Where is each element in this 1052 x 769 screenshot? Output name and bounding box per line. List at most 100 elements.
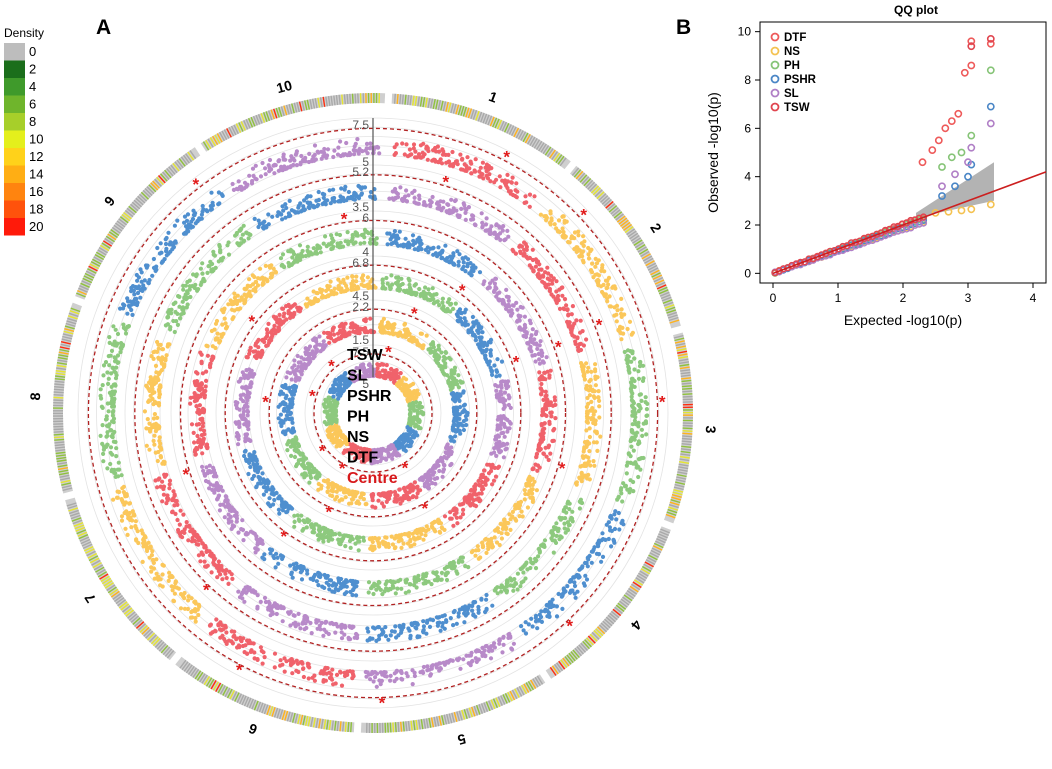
snp-point: [550, 281, 555, 286]
snp-point: [552, 395, 557, 400]
density-tick: [446, 713, 450, 724]
snp-point: [436, 353, 441, 358]
snp-point: [585, 369, 590, 374]
snp-point: [323, 234, 328, 239]
density-tick: [205, 139, 212, 150]
snp-point: [356, 366, 361, 371]
snp-point: [253, 341, 259, 346]
density-tick: [658, 533, 668, 539]
snp-point: [407, 282, 412, 287]
density-tick: [489, 116, 495, 127]
density-tick: [110, 229, 120, 236]
snp-point: [239, 414, 244, 420]
density-tick: [85, 548, 95, 554]
density-tick: [616, 215, 626, 223]
snp-point: [386, 322, 392, 327]
snp-point: [412, 247, 417, 252]
snp-point: [543, 406, 548, 411]
snp-point: [457, 214, 462, 220]
snp-point: [354, 491, 359, 496]
snp-point: [444, 577, 450, 583]
density-tick: [137, 623, 146, 631]
snp-point: [538, 339, 543, 344]
snp-point: [326, 538, 331, 544]
density-tick: [601, 197, 611, 205]
density-tick: [680, 450, 691, 454]
density-tick: [63, 330, 74, 335]
snp-point: [581, 373, 586, 378]
snp-point: [411, 494, 416, 499]
density-tick: [405, 721, 408, 732]
snp-point: [384, 457, 389, 462]
density-tick: [570, 651, 578, 660]
legend-level-label: 16: [29, 184, 43, 199]
snp-point: [333, 418, 338, 423]
density-tick: [473, 705, 479, 716]
snp-point: [515, 307, 520, 312]
density-tick: [212, 681, 220, 691]
density-tick: [483, 702, 489, 713]
density-tick: [682, 424, 693, 427]
snp-point: [278, 256, 284, 261]
snp-point: [208, 470, 213, 475]
density-tick: [466, 708, 471, 719]
density-tick: [222, 686, 229, 696]
density-tick: [673, 486, 684, 491]
snp-point: [255, 593, 260, 598]
snp-point: [341, 388, 346, 393]
chromosome-gap: [70, 295, 87, 307]
snp-point: [455, 249, 460, 254]
density-tick: [176, 159, 184, 169]
legend-swatch: [4, 218, 25, 236]
snp-point: [578, 318, 583, 323]
snp-point: [430, 340, 435, 345]
snp-point: [473, 338, 478, 343]
density-tick: [194, 670, 202, 680]
snp-point: [545, 265, 550, 270]
snp-point: [226, 505, 231, 510]
snp-point: [424, 571, 429, 576]
snp-point: [258, 266, 263, 271]
snp-point: [329, 233, 334, 238]
snp-point: [408, 633, 413, 639]
snp-point: [362, 446, 367, 452]
density-tick: [341, 94, 344, 105]
snp-point: [451, 382, 457, 387]
density-tick: [660, 294, 671, 300]
snp-point: [203, 478, 209, 484]
snp-point: [510, 303, 516, 308]
snp-point: [535, 346, 540, 351]
snp-point: [214, 481, 219, 486]
snp-point: [468, 503, 473, 508]
density-tick: [678, 361, 690, 365]
legend-level-label: 18: [29, 202, 43, 217]
density-tick: [590, 185, 599, 194]
density-tick: [65, 322, 76, 327]
snp-point: [456, 614, 461, 619]
snp-point: [253, 279, 258, 285]
snp-point: [300, 363, 305, 368]
snp-point: [395, 331, 400, 336]
snp-point: [393, 186, 398, 192]
snp-point: [495, 433, 500, 438]
density-tick: [56, 461, 68, 465]
snp-point: [589, 399, 594, 404]
density-tick: [211, 135, 219, 146]
density-tick: [271, 706, 276, 717]
snp-point: [415, 491, 420, 496]
density-tick: [680, 369, 691, 372]
snp-point: [363, 373, 368, 378]
density-tick: [53, 391, 64, 394]
density-tick: [58, 472, 69, 476]
snp-point: [430, 294, 435, 299]
snp-point: [385, 448, 390, 453]
density-tick: [440, 100, 444, 111]
snp-point: [342, 329, 347, 334]
snp-point: [208, 482, 213, 487]
density-tick: [276, 708, 281, 719]
snp-point: [332, 379, 337, 385]
snp-point: [414, 585, 419, 590]
density-tick: [533, 139, 541, 149]
snp-point: [346, 242, 351, 247]
snp-point: [314, 349, 319, 354]
